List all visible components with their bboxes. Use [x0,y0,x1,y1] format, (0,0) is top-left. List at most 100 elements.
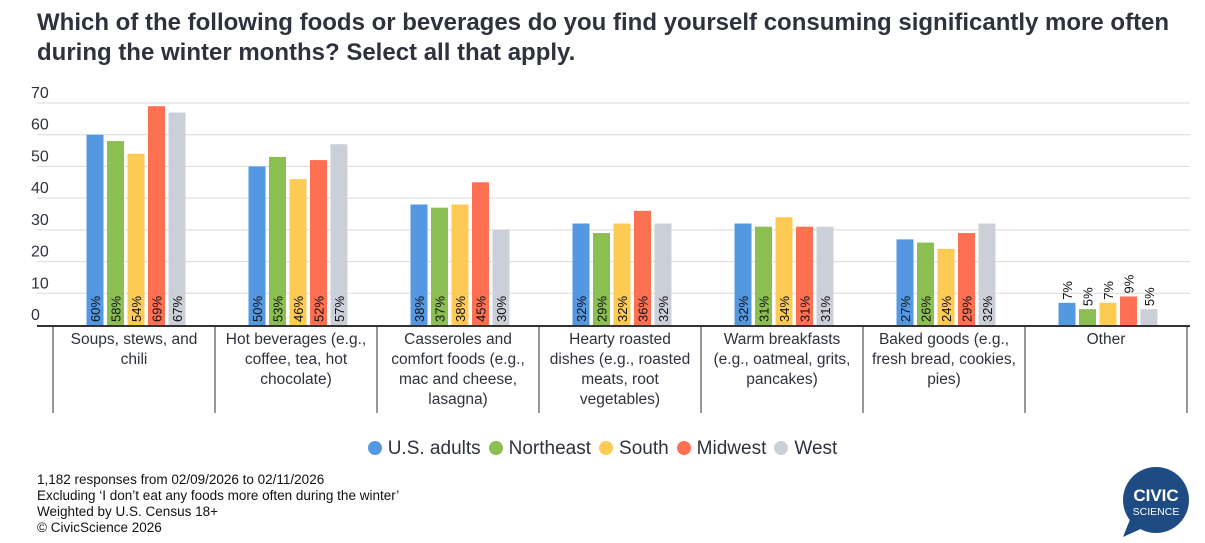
data-label: 67% [170,296,185,322]
bar [86,134,104,325]
category-label: lasagna) [428,391,487,408]
bar [248,166,266,325]
data-label: 38% [412,296,427,322]
category-label: chili [121,351,148,368]
legend-item: Northeast [488,438,592,460]
category-label: meats, root [581,371,659,388]
bar [593,233,610,325]
y-tick-label: 40 [31,180,49,197]
bar [816,226,834,325]
legend-dot-icon [676,441,691,455]
data-label: 32% [980,296,995,322]
bar [755,226,772,325]
logo-bubble [1123,467,1189,533]
bar [148,106,165,326]
bar [1099,302,1117,325]
data-label: 32% [656,296,671,322]
data-label: 54% [129,296,144,322]
footer-exclusion: Excluding ‘I don’t eat any foods more of… [37,488,400,503]
data-label: 69% [150,296,165,322]
bar [330,144,348,325]
data-label: 57% [332,296,347,322]
data-label: 29% [595,296,610,322]
y-tick-label: 10 [31,275,49,292]
bar [107,141,124,325]
category-label: Hot beverages (e.g., [226,331,366,348]
footer-copyright: © CivicScience 2026 [37,520,162,535]
data-label: 26% [919,296,934,322]
logo-text-science: SCIENCE [1133,506,1180,518]
data-label: 31% [818,296,833,322]
data-label: 52% [312,296,327,322]
category-label: comfort foods (e.g., [391,351,525,368]
category-label: Casseroles and [404,331,512,348]
bar [127,153,145,325]
bar [896,239,914,325]
bar [572,223,590,325]
data-label: 32% [615,296,630,322]
bar [917,242,934,325]
data-label: 50% [250,296,265,322]
legend-label: Midwest [696,438,767,459]
data-label: 38% [453,296,468,322]
bar [310,160,327,325]
legend-item: U.S. adults [367,438,481,460]
bar [289,179,307,325]
bar [1120,296,1137,325]
category-label: Soups, stews, and [71,331,198,348]
category-label: vegetables) [580,391,660,408]
bar [1058,302,1076,325]
category-label: pancakes) [746,371,818,388]
legend-dot-icon [367,441,382,455]
bar [410,204,428,325]
data-label: 31% [757,296,772,322]
category-label: coffee, tea, hot [245,351,348,368]
category-label: Hearty roasted [569,331,671,348]
category-label: fresh bread, cookies, [872,351,1016,368]
category-label: Other [1087,331,1126,348]
bar [978,223,996,325]
category-label: dishes (e.g., roasted [550,351,690,368]
legend-label: Northeast [508,438,592,459]
data-label: 32% [574,296,589,322]
bar [269,156,286,325]
category-label: pies) [927,371,961,388]
data-label: 58% [109,296,124,322]
data-label: 29% [960,296,975,322]
data-label: 27% [898,296,913,322]
data-label: 37% [433,296,448,322]
category-label: chocolate) [260,371,332,388]
legend-dot-icon [599,441,614,455]
y-tick-label: 70 [31,85,49,102]
data-label: 46% [291,296,306,322]
chart-title: Which of the following foods or beverage… [37,9,1170,66]
bar [168,112,186,325]
data-label: 7% [1101,281,1116,300]
data-label: 31% [798,296,813,322]
legend-dot-icon [774,441,789,455]
legend-label: West [794,438,838,459]
y-tick-label: 30 [31,212,49,229]
data-label: 36% [636,296,651,322]
bar [492,229,510,325]
legend-dot-icon [488,441,503,455]
bar [472,182,489,325]
bar [654,223,672,325]
y-tick-label: 0 [31,307,40,324]
data-label: 5% [1081,287,1096,306]
bar [613,223,631,325]
bar [451,204,469,325]
data-label: 24% [939,296,954,322]
data-label: 53% [271,296,286,322]
legend-item: South [599,438,669,460]
legend: U.S. adults Northeast South Midwest West [0,438,1205,460]
legend-item: West [774,438,837,460]
y-tick-label: 50 [31,148,49,165]
bar [1140,309,1158,325]
y-tick-label: 20 [31,244,49,261]
bar [937,248,955,325]
footer-responses: 1,182 responses from 02/09/2026 to 02/11… [37,472,325,487]
bar [1079,309,1096,325]
category-label: Baked goods (e.g., [879,331,1009,348]
category-label: Warm breakfasts [724,331,841,348]
